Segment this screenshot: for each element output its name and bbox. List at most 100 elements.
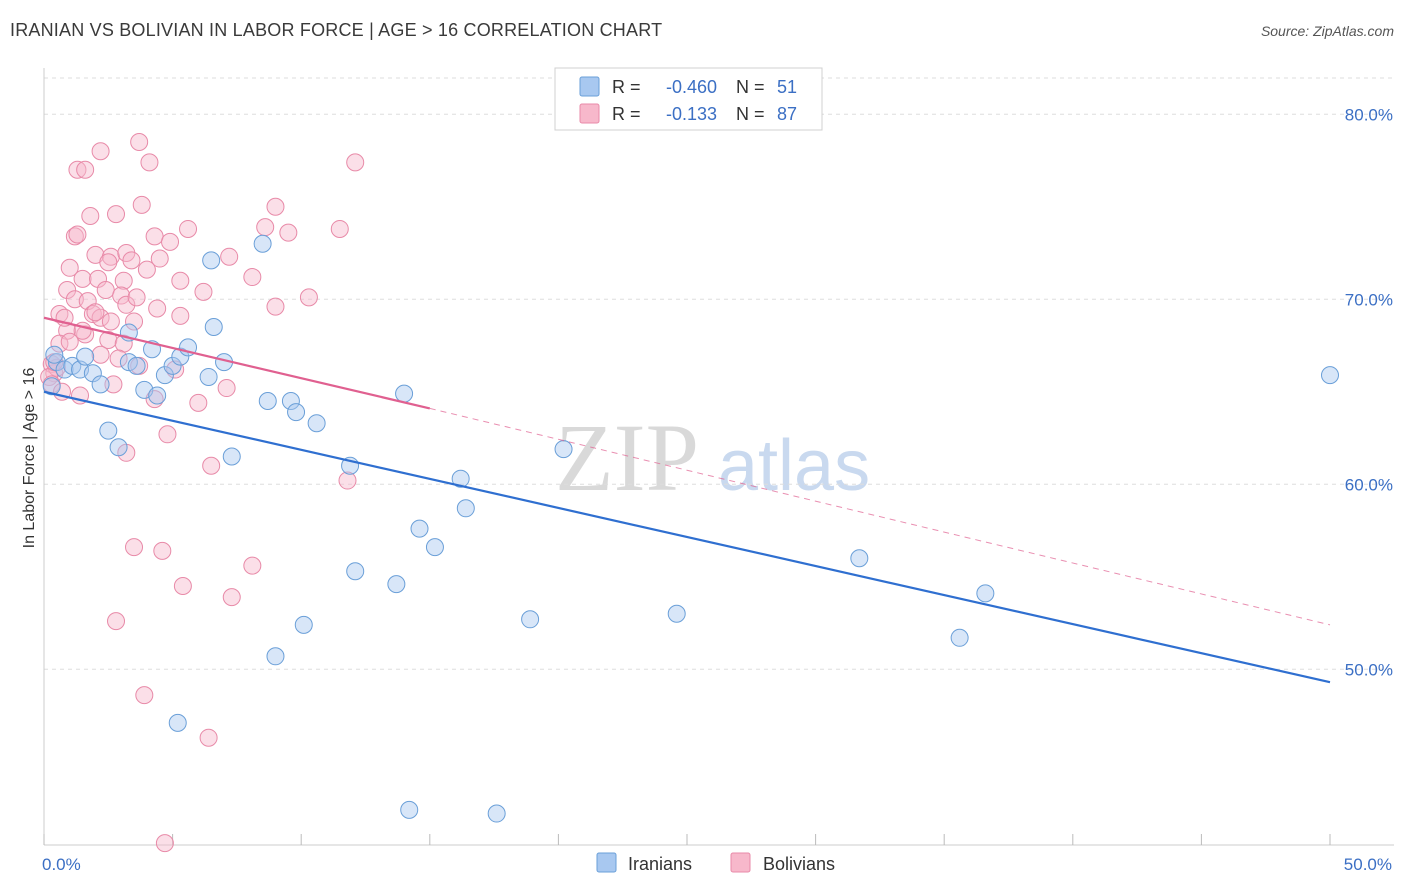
iranian-point-41 [168,713,187,732]
iranian-point-31 [395,384,414,403]
iranian-point-7 [91,375,110,394]
legend-iranian-r-label: R = [612,77,641,97]
iranian-point-35 [456,499,475,518]
iranian-point-20 [202,251,221,270]
bolivian-point-22 [60,258,79,277]
iranian-point-18 [171,347,190,366]
iranian-point-22 [204,318,223,336]
bolivian-point-39 [101,312,120,331]
bolivian-point-80 [161,232,180,251]
iranian-point-45 [667,604,686,623]
bolivian-point-35 [266,297,285,316]
iranian-point-26 [258,392,277,410]
bolivian-point-27 [171,271,190,290]
iranian-point-15 [148,386,167,405]
bolivian-point-69 [173,577,192,595]
chart-title: IRANIAN VS BOLIVIAN IN LABOR FORCE | AGE… [10,20,663,40]
y-tick-label-70: 70.0% [1345,290,1393,309]
bolivian-point-34 [148,299,167,318]
iranian-point-9 [109,438,128,457]
bolivian-point-21 [150,249,169,268]
iranian-point-34 [451,469,470,488]
iranian-point-37 [387,575,406,594]
bolivian-point-0 [68,160,87,179]
bolivian-point-38 [91,308,110,327]
bolivian-point-11 [145,227,164,246]
bolivian-point-14 [279,223,298,242]
iranian-point-36 [346,562,365,581]
iranians-points [42,234,1339,823]
bolivian-point-65 [338,471,357,490]
iranian-point-27 [281,392,300,410]
y-tick-label-60: 60.0% [1345,475,1393,494]
iranian-point-5 [76,347,95,366]
bolivian-point-81 [220,247,239,266]
bolivian-point-76 [86,303,105,322]
iranian-point-1 [47,353,66,372]
bolivian-point-9 [266,197,285,216]
correlation-legend: R = -0.460 N = 51 R = -0.133 N = 87 [554,67,823,131]
bolivian-point-15 [330,219,349,238]
iranian-point-49 [1321,366,1339,385]
trend-lines [43,316,1331,684]
bolivian-point-12 [179,219,198,238]
iranian-point-21 [199,367,218,386]
legend-bolivian-r-label: R = [612,104,641,124]
iranian-point-28 [287,403,306,422]
bolivian-point-73 [199,728,218,747]
iranian-point-46 [850,549,869,568]
bolivian-point-79 [99,253,118,272]
bolivian-point-7 [107,205,126,224]
iranian-point-50 [45,345,64,364]
axes [43,68,1394,846]
bolivian-point-8 [132,195,151,214]
bolivian-point-74 [155,834,174,853]
bolivian-point-48 [91,345,110,364]
bolivian-point-70 [222,588,241,607]
bottom-legend-iranians-swatch [596,852,617,873]
bolivian-point-13 [256,218,275,237]
bolivian-point-71 [107,612,126,631]
iranian-point-32 [410,519,429,538]
iranian-point-16 [155,366,174,385]
bolivian-point-84 [299,288,318,307]
iranian-trend-line [43,390,1331,684]
legend-iranian-n-value: 51 [777,77,797,97]
bolivian-point-10 [65,227,84,246]
bolivian-point-40 [125,312,144,331]
bolivian-point-4 [140,153,159,172]
bolivian-point-29 [96,281,115,299]
bolivian-point-66 [125,538,144,557]
iranian-point-48 [976,584,995,603]
iranian-point-39 [294,615,313,634]
bolivian-point-58 [189,393,208,412]
bolivian-point-2 [91,142,110,161]
iranian-point-44 [521,610,540,629]
bolivian-point-59 [217,379,236,398]
bolivian-trend-line-extended [429,407,1331,626]
iranian-point-17 [163,356,182,375]
bolivian-point-67 [153,541,172,560]
iranian-point-0 [42,377,61,396]
series-legend: Iranians Bolivians [596,852,835,874]
bottom-legend-bolivians-label: Bolivians [763,854,835,874]
bolivian-point-33 [117,295,136,314]
iranian-point-8 [99,421,118,440]
bolivian-point-62 [158,425,177,444]
iranian-point-29 [307,414,326,433]
bottom-legend-iranians-label: Iranians [628,854,692,874]
y-tick-labels: 50.0% 60.0% 70.0% 80.0% [1345,105,1393,679]
bolivian-point-16 [68,225,87,244]
x-tick-marks [43,834,1331,845]
bolivian-point-68 [243,556,262,575]
iranian-point-25 [253,234,272,253]
grid-lines [44,77,1394,670]
legend-iranian-n-label: N = [736,77,765,97]
y-tick-label-50: 50.0% [1345,660,1393,679]
source-credit: Source: ZipAtlas.com [1260,23,1394,39]
bottom-legend-bolivians-swatch [730,852,751,873]
iranian-point-33 [425,538,444,557]
bolivian-point-25 [114,271,133,290]
y-tick-label-80: 80.0% [1345,105,1393,124]
bolivian-point-23 [73,269,92,288]
